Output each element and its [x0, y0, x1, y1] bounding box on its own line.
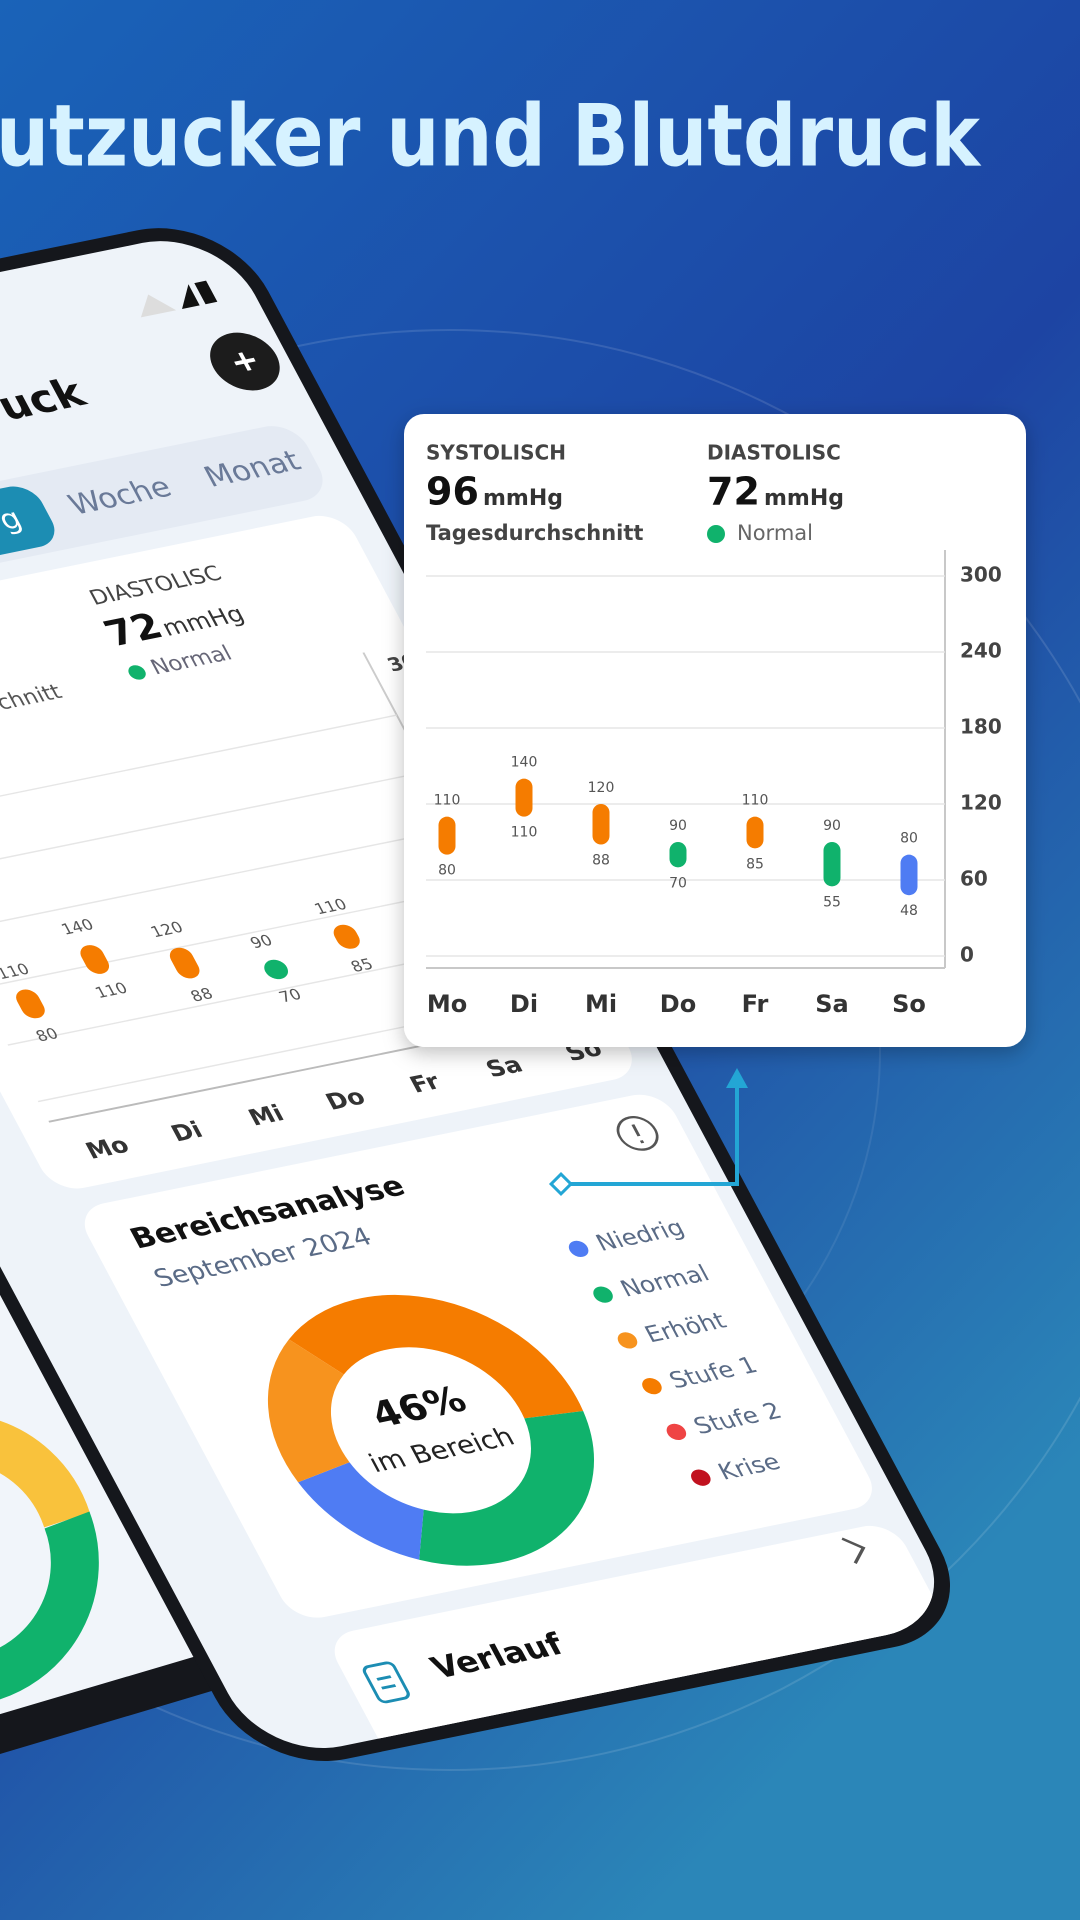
grid-line: [0, 883, 488, 990]
high-label: 90: [669, 818, 687, 834]
tab-bar: [0, 426, 323, 586]
low-label: 85: [746, 856, 764, 872]
range-bar: [80, 945, 110, 974]
headline: utzucker und Blutdruck: [0, 86, 982, 186]
systolic-value: 96: [426, 470, 479, 514]
connector-arrow: [726, 1068, 748, 1088]
x-tick-label: So: [892, 990, 926, 1018]
x-tick-label: Di: [510, 990, 538, 1018]
high-label: 110: [311, 895, 350, 918]
high-label: 140: [511, 755, 538, 771]
connector-start: [548, 1171, 574, 1197]
info-icon: [631, 1124, 645, 1144]
range-bar: [592, 804, 610, 845]
low-label: 55: [823, 894, 841, 910]
add-icon: [234, 352, 256, 371]
legend-dot: [617, 1332, 638, 1349]
range-bar: [264, 959, 289, 980]
grid-line: [0, 714, 398, 820]
decor-ring: [0, 329, 1080, 1771]
range-bar: [669, 842, 687, 868]
donut-segment: [419, 1410, 594, 1566]
history-icon: [362, 1661, 410, 1704]
legend-dot: [593, 1286, 613, 1303]
range-bar: [333, 924, 360, 949]
legend-dot: [568, 1240, 589, 1258]
legend-dot: [666, 1423, 687, 1441]
card-background: [404, 414, 1026, 1047]
grid-line: [0, 770, 428, 877]
range-bar: [900, 854, 918, 896]
x-tick-label: Mo: [427, 990, 467, 1018]
low-label: 70: [276, 985, 305, 1006]
grid-line: [0, 827, 458, 933]
x-tick-label: Sa: [815, 990, 848, 1018]
range-bar: [515, 778, 533, 817]
range-bar: [746, 816, 764, 849]
low-label: 88: [592, 853, 610, 869]
y-tick-label: 60: [960, 867, 988, 891]
donut-segment: [298, 1461, 425, 1560]
back-donut-arc: [0, 1511, 99, 1704]
y-tick-label: 240: [960, 639, 1002, 663]
high-label: 110: [434, 793, 461, 809]
systolic-unit: mmHg: [483, 486, 563, 511]
donut-segment: [267, 1339, 351, 1483]
low-label: 85: [347, 955, 376, 976]
legend-dot: [642, 1378, 662, 1395]
low-label: 80: [438, 863, 456, 879]
chevron[interactable]: [841, 1536, 870, 1565]
y-tick-label: 300: [960, 563, 1002, 587]
range-bar: [823, 842, 841, 887]
low-label: 80: [32, 1024, 61, 1045]
range-bar: [16, 989, 45, 1019]
y-tick-label: 120: [960, 791, 1002, 815]
high-label: 90: [247, 931, 276, 952]
status: Normal: [737, 521, 813, 545]
high-label: 110: [742, 793, 769, 809]
low-label: 88: [187, 984, 216, 1005]
back-donut-arc: [0, 1416, 90, 1529]
history-icon: [376, 1675, 397, 1690]
diastolic-unit: mmHg: [764, 486, 844, 511]
systolic-label: SYSTOLISCH: [426, 441, 566, 465]
low-label: 110: [92, 979, 131, 1002]
low-label: 110: [511, 825, 538, 841]
status-icon: [182, 284, 200, 310]
info-button[interactable]: [611, 1114, 663, 1153]
diastolic-label: DIASTOLISC: [707, 441, 841, 465]
x-tick-label: Do: [660, 990, 696, 1018]
donut-segment: [288, 1294, 584, 1420]
y-tick-label: 0: [960, 943, 974, 967]
detail-card: SYSTOLISCH 96 mmHg Tagesdurchschnitt DIA…: [404, 414, 1026, 1047]
diastolic-value: 72: [707, 470, 760, 514]
low-label: 70: [669, 875, 687, 891]
connector-line: [561, 1086, 739, 1186]
status-dot: [707, 525, 725, 543]
high-label: 120: [588, 780, 615, 796]
caption: Tagesdurchschnitt: [426, 521, 643, 545]
status-dot: [128, 665, 146, 680]
low-label: 48: [900, 903, 918, 919]
high-label: 140: [58, 915, 97, 938]
x-tick-label: Fr: [742, 990, 769, 1018]
status-icon: [140, 294, 177, 318]
status-icon: [194, 280, 218, 305]
legend-dot: [691, 1469, 711, 1486]
high-label: 90: [823, 818, 841, 834]
high-label: 110: [0, 960, 32, 983]
x-tick-label: Mi: [585, 990, 617, 1018]
high-label: 120: [147, 918, 186, 941]
range-bar: [169, 947, 200, 979]
high-label: 80: [900, 831, 918, 847]
y-tick-label: 180: [960, 715, 1002, 739]
range-bar: [438, 816, 456, 855]
